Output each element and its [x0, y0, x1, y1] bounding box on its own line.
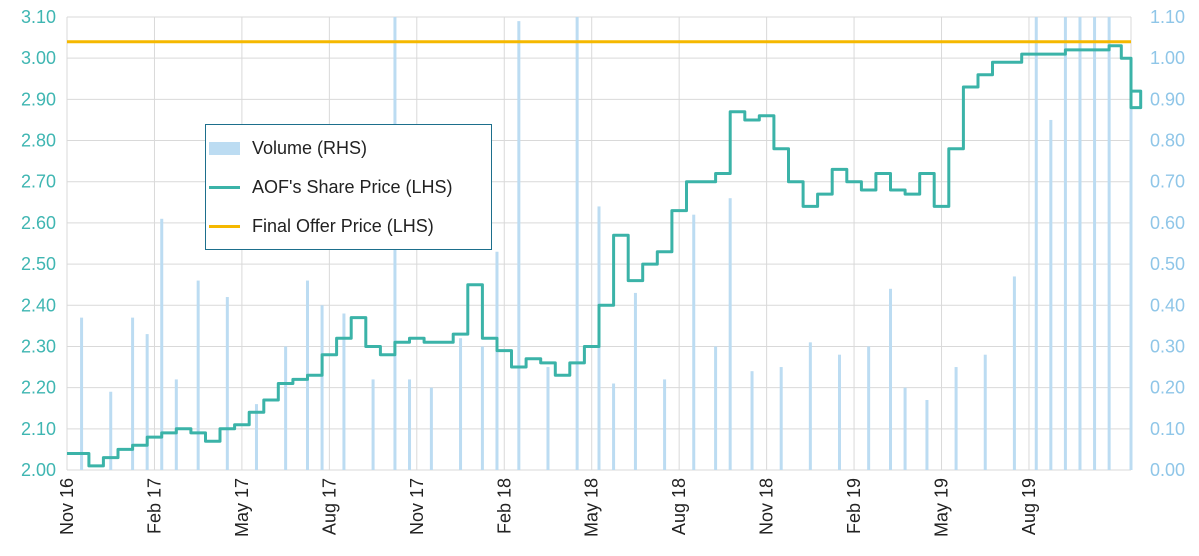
volume-bar — [80, 317, 84, 470]
right-tick-label: 1.00 — [1150, 48, 1185, 68]
volume-bar — [1107, 17, 1111, 470]
x-tick-label: Feb 19 — [844, 478, 864, 534]
volume-bar — [429, 387, 433, 470]
x-tick-label: May 17 — [232, 478, 252, 537]
volume-bar — [459, 338, 463, 470]
legend-item-share-price: AOF's Share Price (LHS) — [206, 172, 453, 202]
right-tick-label: 0.10 — [1150, 419, 1185, 439]
volume-bar — [633, 292, 637, 470]
volume-bar — [254, 404, 258, 470]
volume-bar — [109, 391, 113, 470]
volume-bar — [342, 313, 346, 470]
legend-label-offer-price: Final Offer Price (LHS) — [252, 215, 434, 236]
x-tick-label: May 19 — [932, 478, 952, 537]
volume-bar — [889, 288, 893, 470]
volume-bar — [1012, 276, 1016, 470]
volume-bar — [131, 317, 135, 470]
legend-swatch-share-price — [209, 185, 240, 189]
legend-item-offer-price: Final Offer Price (LHS) — [206, 211, 434, 241]
left-tick-label: 2.00 — [21, 460, 56, 480]
volume-bar — [371, 379, 375, 470]
x-tick-label: Nov 18 — [757, 478, 777, 535]
volume-bar — [1034, 17, 1038, 470]
left-tick-label: 2.20 — [21, 378, 56, 398]
right-tick-label: 0.20 — [1150, 378, 1185, 398]
right-tick-label: 0.30 — [1150, 336, 1185, 356]
left-tick-label: 3.00 — [21, 48, 56, 68]
x-tick-label: Aug 18 — [669, 478, 689, 535]
right-tick-label: 0.50 — [1150, 254, 1185, 274]
volume-bar — [575, 17, 579, 470]
volume-bar — [225, 297, 229, 470]
volume-bar — [903, 387, 907, 470]
volume-bar — [1049, 119, 1053, 471]
left-tick-label: 2.80 — [21, 131, 56, 151]
volume-bar — [779, 367, 783, 470]
x-tick-label: Aug 17 — [319, 478, 339, 535]
left-tick-label: 3.10 — [21, 7, 56, 27]
right-tick-label: 0.00 — [1150, 460, 1185, 480]
legend-label-share-price: AOF's Share Price (LHS) — [252, 176, 453, 197]
volume-bar — [1078, 17, 1082, 470]
volume-bar — [546, 367, 550, 470]
volume-bar — [983, 354, 987, 470]
x-tick-label: Feb 17 — [144, 478, 164, 534]
chart-legend: Volume (RHS) AOF's Share Price (LHS) Fin… — [205, 124, 492, 250]
left-axis-ticks: 2.00 2.10 2.20 2.30 2.40 2.50 2.60 2.70 2.80 2.90… — [21, 7, 56, 480]
share-price-line — [67, 44, 1143, 468]
share-price-line-group — [67, 44, 1143, 468]
volume-bar — [750, 371, 754, 470]
x-tick-label: Feb 18 — [494, 478, 514, 534]
volume-bar — [495, 251, 499, 470]
left-tick-label: 2.60 — [21, 213, 56, 233]
volume-bar — [320, 305, 324, 470]
legend-swatch-offer-price — [209, 224, 240, 228]
x-tick-label: Nov 16 — [57, 478, 77, 535]
right-tick-label: 0.60 — [1150, 213, 1185, 233]
x-tick-label: May 18 — [582, 478, 602, 537]
volume-bar — [1093, 17, 1097, 470]
volume-bar — [728, 198, 732, 470]
legend-label-volume: Volume (RHS) — [252, 137, 368, 158]
left-tick-label: 2.40 — [21, 295, 56, 315]
right-tick-label: 0.70 — [1150, 172, 1185, 192]
right-tick-label: 0.40 — [1150, 295, 1185, 315]
right-tick-label: 0.90 — [1150, 89, 1185, 109]
volume-bar — [867, 346, 871, 470]
volume-bar — [284, 346, 288, 470]
volume-bar — [954, 367, 958, 470]
volume-bar — [408, 379, 412, 470]
x-axis-ticks: Nov 16 Feb 17 May 17 Aug 17 Nov 17 Feb 18 May … — [57, 478, 1039, 537]
volume-bar — [692, 214, 696, 470]
volume-bar — [517, 21, 521, 470]
legend-swatch-volume — [209, 141, 240, 155]
volume-bars — [80, 17, 1133, 471]
volume-bar — [174, 379, 178, 470]
volume-bar — [480, 346, 484, 470]
left-tick-label: 2.70 — [21, 172, 56, 192]
left-tick-label: 2.30 — [21, 336, 56, 356]
volume-bar — [196, 280, 200, 470]
volume-bar — [612, 383, 616, 470]
volume-bar — [1063, 17, 1067, 470]
left-tick-label: 2.90 — [21, 89, 56, 109]
volume-bar — [663, 379, 667, 470]
left-tick-label: 2.50 — [21, 254, 56, 274]
right-tick-label: 1.10 — [1150, 7, 1185, 27]
volume-bar — [808, 342, 812, 470]
right-tick-label: 0.80 — [1150, 131, 1185, 151]
x-tick-label: Nov 17 — [407, 478, 427, 535]
x-tick-label: Aug 19 — [1019, 478, 1039, 535]
volume-bar — [714, 346, 718, 470]
volume-bar — [145, 334, 149, 470]
legend-item-volume: Volume (RHS) — [206, 133, 367, 163]
volume-bar — [1129, 91, 1133, 471]
volume-bar — [925, 399, 929, 470]
volume-bar — [160, 218, 164, 470]
volume-bar — [837, 354, 841, 470]
right-axis-ticks: 0.00 0.10 0.20 0.30 0.40 0.50 0.60 0.70 0.80 0.90… — [1150, 7, 1185, 480]
left-tick-label: 2.10 — [21, 419, 56, 439]
